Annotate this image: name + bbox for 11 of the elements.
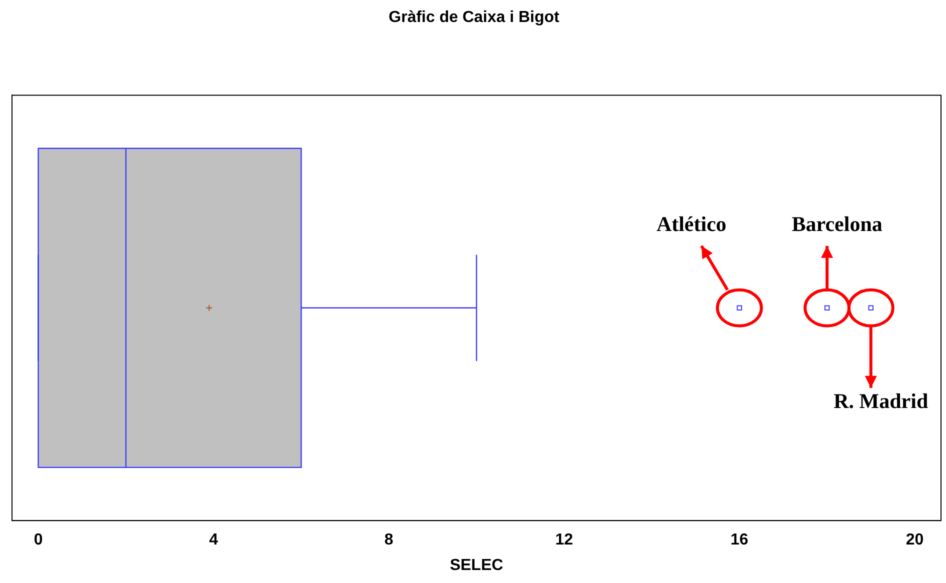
annotation: Atlético	[656, 212, 726, 236]
x-tick-label: 4	[209, 532, 218, 549]
chart-title: Gràfic de Caixa i Bigot	[388, 9, 560, 26]
x-tick-label: 0	[34, 532, 43, 549]
x-tick-label: 16	[730, 532, 748, 549]
annotation: R. Madrid	[834, 388, 928, 413]
x-axis-title: SELEC	[450, 556, 504, 574]
x-tick-label: 12	[555, 532, 574, 549]
x-tick-label: 20	[906, 532, 924, 549]
annotation: Barcelona	[792, 212, 883, 236]
x-tick-label: 8	[384, 532, 394, 549]
